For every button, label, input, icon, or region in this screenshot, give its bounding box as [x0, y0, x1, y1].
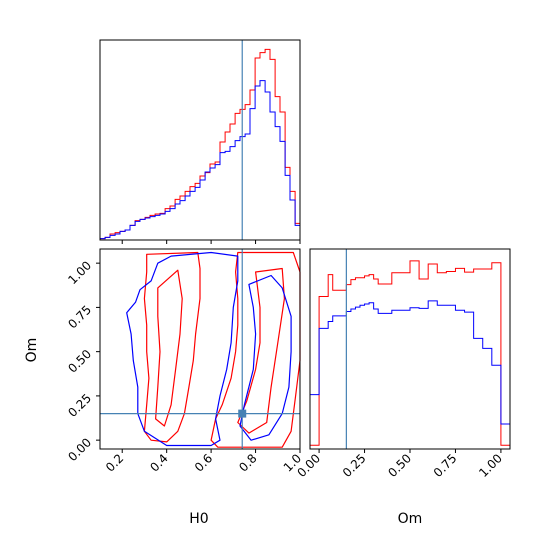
panel-frame	[309, 248, 511, 450]
y-axis-label-om: Om	[24, 338, 40, 363]
panel-frame	[99, 248, 301, 450]
panel-h0-histogram	[99, 39, 301, 244]
h0-tick-label: 0.2	[103, 451, 126, 474]
contour-red-3	[237, 267, 285, 434]
om-tick-label: 1.00	[65, 258, 94, 287]
contour-blue-0	[126, 251, 239, 447]
om-hist-blue-series	[309, 300, 511, 449]
h0-tick-label: 0.6	[192, 451, 215, 474]
h0-hist-blue-series	[99, 80, 301, 240]
contour-red-0	[143, 251, 201, 443]
panel-frame	[99, 39, 301, 241]
contour-red-1	[155, 269, 183, 427]
om-tick-label: 0.25	[65, 391, 94, 420]
h0-tick-label: 0.8	[236, 451, 259, 474]
om-tick-label: 0.00	[65, 435, 94, 464]
contour-blue-1	[239, 274, 292, 441]
om-x-tick-label: 0.50	[385, 451, 414, 480]
h0-hist-red-series	[99, 48, 301, 240]
om-tick-label: 0.50	[65, 347, 94, 376]
x-axis-label-h0: H0	[189, 511, 208, 527]
om-x-tick-label: 0.00	[294, 451, 323, 480]
om-x-tick-label: 1.00	[476, 451, 505, 480]
om-x-tick-label: 0.25	[340, 451, 369, 480]
x-axis-label-om: Om	[398, 511, 423, 527]
om-hist-red-series	[309, 260, 511, 449]
h0-tick-label: 0.4	[147, 451, 170, 474]
om-tick-label: 0.75	[65, 303, 94, 332]
truth-marker	[238, 409, 247, 418]
panel-om-histogram: 0.00 0.25 0.50 0.75 1.00	[294, 248, 511, 480]
panel-h0-om-contour: 0.2 0.4 0.6 0.8 1.00.000.250.500.751.00	[65, 248, 304, 475]
om-x-tick-label: 0.75	[431, 451, 460, 480]
